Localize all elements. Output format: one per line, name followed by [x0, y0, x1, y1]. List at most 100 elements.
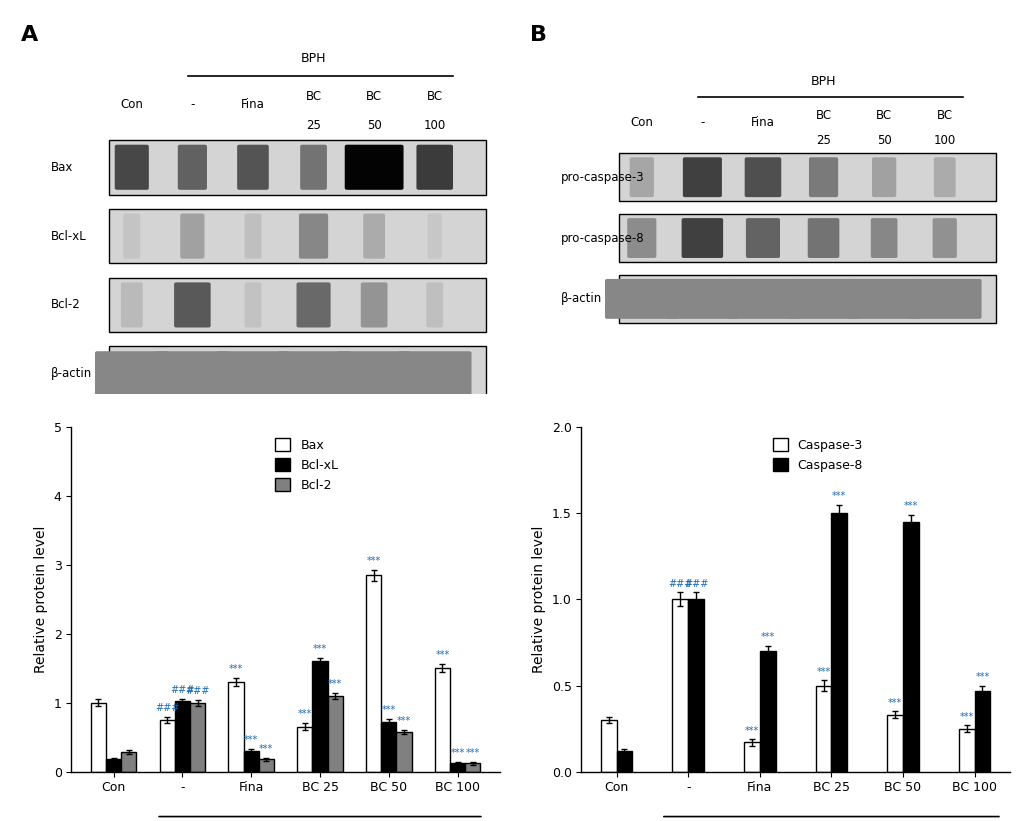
Bar: [244, 751, 259, 772]
Text: Bcl-xL: Bcl-xL: [51, 230, 87, 242]
Bar: [381, 722, 396, 772]
Bar: [259, 759, 274, 772]
Bar: [887, 715, 902, 772]
Text: BC: BC: [366, 90, 382, 103]
Text: ***: ***: [832, 491, 846, 501]
Bar: [106, 759, 121, 772]
Legend: Caspase-3, Caspase-8: Caspase-3, Caspase-8: [767, 433, 867, 477]
Bar: [449, 764, 465, 772]
Text: BC: BC: [814, 109, 830, 122]
Bar: [815, 686, 830, 772]
Text: ***: ***: [744, 726, 758, 736]
Text: ###: ###: [155, 703, 179, 713]
FancyBboxPatch shape: [245, 213, 261, 259]
Bar: [190, 703, 205, 772]
Text: BC: BC: [305, 90, 321, 103]
Text: ***: ***: [466, 748, 479, 758]
FancyBboxPatch shape: [870, 218, 897, 258]
FancyBboxPatch shape: [109, 277, 486, 333]
Text: β-actin: β-actin: [51, 367, 92, 380]
Text: BPH: BPH: [301, 52, 326, 65]
FancyBboxPatch shape: [627, 218, 656, 258]
FancyBboxPatch shape: [236, 144, 269, 190]
FancyBboxPatch shape: [276, 351, 350, 397]
Text: ***: ***: [959, 712, 973, 722]
Text: ***: ***: [228, 664, 243, 674]
FancyBboxPatch shape: [416, 144, 452, 190]
Bar: [600, 720, 616, 772]
Text: ***: ***: [259, 744, 273, 754]
FancyBboxPatch shape: [907, 279, 980, 319]
Bar: [616, 751, 632, 772]
FancyBboxPatch shape: [786, 279, 859, 319]
Bar: [902, 522, 918, 772]
Bar: [672, 599, 688, 772]
FancyBboxPatch shape: [363, 213, 384, 259]
Text: 50: 50: [876, 135, 891, 147]
Text: 100: 100: [932, 135, 955, 147]
Text: ***: ***: [974, 672, 988, 682]
Text: ***: ***: [888, 698, 902, 708]
Text: Fina: Fina: [240, 98, 265, 111]
Text: 100: 100: [423, 119, 445, 131]
Text: -: -: [190, 98, 195, 111]
Bar: [312, 662, 327, 772]
FancyBboxPatch shape: [808, 158, 838, 197]
FancyBboxPatch shape: [619, 275, 996, 323]
Text: ***: ***: [298, 709, 312, 719]
FancyBboxPatch shape: [174, 282, 211, 328]
Text: -: -: [699, 116, 704, 129]
Text: Fina: Fina: [750, 116, 774, 129]
FancyBboxPatch shape: [847, 279, 920, 319]
Bar: [297, 727, 312, 772]
FancyBboxPatch shape: [682, 158, 721, 197]
Bar: [759, 651, 774, 772]
Bar: [396, 732, 411, 772]
FancyBboxPatch shape: [180, 213, 204, 259]
Bar: [434, 668, 449, 772]
FancyBboxPatch shape: [807, 218, 839, 258]
Text: pro-caspase-8: pro-caspase-8: [560, 232, 644, 245]
Text: Bcl-2: Bcl-2: [51, 299, 81, 311]
Text: ***: ***: [903, 502, 917, 511]
FancyBboxPatch shape: [619, 153, 996, 201]
Text: ***: ***: [396, 716, 411, 726]
FancyBboxPatch shape: [397, 351, 471, 397]
Text: BPH: BPH: [810, 75, 836, 88]
FancyBboxPatch shape: [109, 346, 486, 401]
Bar: [121, 752, 137, 772]
FancyBboxPatch shape: [745, 218, 780, 258]
FancyBboxPatch shape: [427, 213, 441, 259]
FancyBboxPatch shape: [931, 218, 956, 258]
Text: ***: ***: [313, 644, 327, 654]
Bar: [160, 720, 174, 772]
Text: A: A: [20, 25, 38, 44]
FancyBboxPatch shape: [245, 282, 261, 328]
FancyBboxPatch shape: [299, 213, 328, 259]
FancyBboxPatch shape: [337, 351, 411, 397]
Y-axis label: Relative protein level: Relative protein level: [532, 525, 545, 673]
FancyBboxPatch shape: [629, 158, 653, 197]
Text: B: B: [530, 25, 547, 44]
FancyBboxPatch shape: [665, 279, 739, 319]
Text: ###: ###: [667, 579, 692, 589]
FancyBboxPatch shape: [109, 209, 486, 264]
Text: BC: BC: [875, 109, 892, 122]
FancyBboxPatch shape: [297, 282, 330, 328]
FancyBboxPatch shape: [300, 144, 326, 190]
Text: ###: ###: [170, 685, 195, 695]
FancyBboxPatch shape: [156, 351, 229, 397]
FancyBboxPatch shape: [123, 213, 140, 259]
FancyBboxPatch shape: [361, 282, 387, 328]
Y-axis label: Relative protein level: Relative protein level: [34, 525, 48, 673]
FancyBboxPatch shape: [114, 144, 149, 190]
Text: ***: ***: [381, 705, 395, 715]
Text: Bax: Bax: [51, 161, 73, 174]
Text: ***: ***: [435, 650, 449, 660]
Bar: [830, 513, 847, 772]
Bar: [228, 682, 244, 772]
Text: 25: 25: [306, 119, 321, 131]
FancyBboxPatch shape: [871, 158, 896, 197]
Text: ***: ***: [244, 735, 258, 745]
Bar: [174, 701, 190, 772]
